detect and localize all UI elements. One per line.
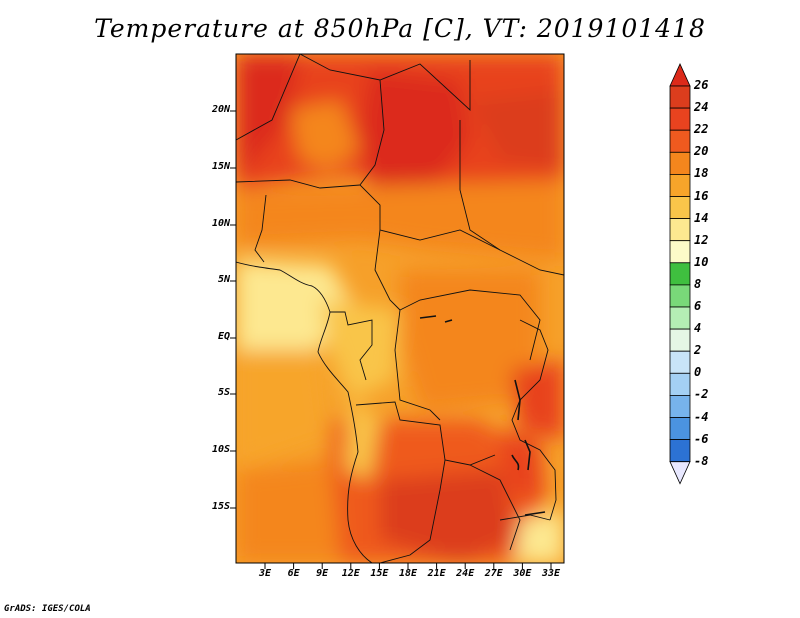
map-frame [235, 53, 565, 564]
lat-label: 15N [211, 161, 230, 172]
lat-label: 10S [211, 444, 230, 455]
colorbar-label: 14 [694, 210, 709, 225]
axis-ticks [230, 110, 552, 569]
country-borders [236, 54, 564, 563]
lat-label: 15S [211, 501, 230, 512]
lon-label: 18E [398, 568, 418, 579]
colorbar-label: 26 [694, 78, 709, 92]
colorbar-swatch [669, 350, 691, 374]
lon-label: 24E [456, 568, 475, 579]
chart-title: Temperature at 850hPa [C], VT: 201910141… [94, 14, 706, 43]
colorbar-swatch [669, 372, 691, 396]
lat-label: 5N [217, 274, 230, 285]
colorbar-label: 18 [694, 166, 709, 181]
colorbar-label: 24 [694, 100, 709, 115]
colorbar [669, 63, 691, 485]
lat-label: 10N [211, 218, 230, 229]
colorbar-swatch [669, 417, 691, 441]
colorbar-bottom-arrow [669, 461, 691, 485]
colorbar-swatch [669, 262, 691, 286]
lon-label: 12E [341, 568, 360, 579]
lat-label: EQ [217, 331, 230, 342]
colorbar-swatch [669, 394, 691, 418]
colorbar-swatch [669, 284, 691, 308]
colorbar-label: 8 [694, 276, 702, 291]
colorbar-label: 4 [694, 321, 702, 336]
lon-label: 9E [316, 568, 329, 579]
grads-credit: GrADS: IGES/COLA [4, 604, 91, 614]
colorbar-swatch [669, 439, 691, 463]
colorbar-swatch [669, 240, 691, 264]
lon-label: 15E [370, 568, 389, 579]
lon-label: 6E [287, 568, 300, 579]
colorbar-label: -8 [694, 453, 709, 468]
lon-label: 30E [513, 568, 532, 579]
lat-label: 5S [217, 387, 230, 398]
colorbar-label: 10 [694, 254, 709, 269]
colorbar-swatch [669, 129, 691, 153]
colorbar-swatch [669, 306, 691, 330]
colorbar-top-arrow [669, 63, 691, 87]
lakes [419, 315, 546, 516]
colorbar-label: 22 [694, 122, 709, 137]
lon-label: 21E [427, 568, 446, 579]
colorbar-label: -6 [694, 431, 709, 446]
colorbar-label: 12 [694, 232, 709, 247]
colorbar-label: -4 [694, 409, 709, 424]
colorbar-swatch [669, 151, 691, 175]
colorbar-label: -2 [694, 387, 709, 402]
colorbar-swatch [669, 196, 691, 220]
lon-label: 3E [258, 568, 272, 579]
colorbar-label: 20 [694, 144, 709, 159]
colorbar-swatch [669, 218, 691, 242]
lon-label: 33E [541, 568, 561, 579]
colorbar-swatch [669, 328, 691, 352]
temperature-field [236, 54, 564, 563]
colorbar-label: 16 [694, 188, 709, 203]
colorbar-swatch [669, 173, 691, 197]
lon-label: 27E [484, 568, 503, 579]
colorbar-swatch [669, 107, 691, 131]
lat-label: 20N [211, 104, 230, 115]
colorbar-label: 2 [694, 343, 702, 358]
colorbar-swatch [669, 85, 691, 109]
colorbar-label: 6 [694, 299, 702, 313]
colorbar-label: 0 [694, 365, 702, 380]
